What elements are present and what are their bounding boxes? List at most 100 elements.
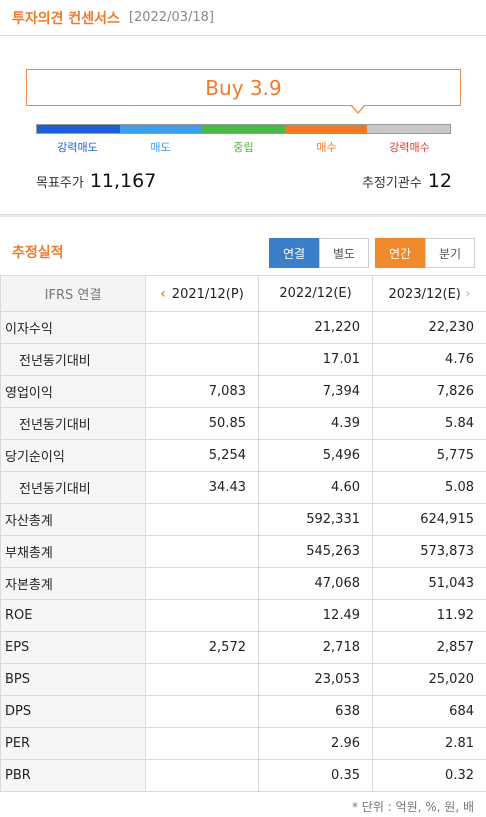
cell-value bbox=[145, 567, 259, 600]
table-row: 자산총계 592,331 624,915 bbox=[0, 503, 486, 536]
scale-seg-buy bbox=[284, 125, 368, 133]
cell-value: 47,068 bbox=[258, 567, 373, 600]
table-row: 당기순이익 5,254 5,496 5,775 bbox=[0, 439, 486, 472]
period-toggle: 연간 분기 bbox=[375, 238, 475, 268]
scale-seg-neutral bbox=[202, 125, 285, 133]
column-header-0: ‹ 2021/12(P) bbox=[145, 275, 259, 312]
toggle-annual[interactable]: 연간 bbox=[375, 238, 425, 268]
scope-toggle: 연결 별도 bbox=[269, 238, 369, 268]
table-row: BPS 23,053 25,020 bbox=[0, 663, 486, 696]
cell-value: 34.43 bbox=[145, 471, 259, 504]
cell-value: 5.84 bbox=[372, 407, 486, 440]
estimates-body: 이자수익 21,220 22,230 전년동기대비 17.01 4.76 영업이익 7,083… bbox=[0, 311, 486, 792]
row-label: 당기순이익 bbox=[0, 439, 146, 472]
cell-value: 573,873 bbox=[372, 535, 486, 568]
consensus-section-header: 투자의견 컨센서스 [2022/03/18] bbox=[0, 0, 486, 36]
toggle-quarterly[interactable]: 분기 bbox=[425, 238, 475, 268]
cell-value: 0.35 bbox=[258, 759, 373, 792]
row-label: BPS bbox=[0, 663, 146, 696]
estimates-header: 추정실적 연결 별도 연간 분기 bbox=[0, 217, 486, 275]
cell-value: 23,053 bbox=[258, 663, 373, 696]
column-header-2: 2023/12(E) › bbox=[372, 275, 486, 312]
cell-value: 7,826 bbox=[372, 375, 486, 408]
chevron-left-icon[interactable]: ‹ bbox=[160, 285, 166, 302]
rating-scale-bar bbox=[36, 124, 451, 134]
cell-value: 12.49 bbox=[258, 599, 373, 632]
cell-value bbox=[145, 695, 259, 728]
cell-value: 4.60 bbox=[258, 471, 373, 504]
table-row: 전년동기대비 34.43 4.60 5.08 bbox=[0, 471, 486, 504]
row-label: 이자수익 bbox=[0, 311, 146, 344]
cell-value: 5,496 bbox=[258, 439, 373, 472]
table-row: 전년동기대비 17.01 4.76 bbox=[0, 343, 486, 376]
estimates-table: IFRS 연결 ‹ 2021/12(P) 2022/12(E) 2023/12(E… bbox=[0, 275, 486, 792]
table-header-row: IFRS 연결 ‹ 2021/12(P) 2022/12(E) 2023/12(E… bbox=[0, 275, 486, 312]
table-row: ROE 12.49 11.92 bbox=[0, 599, 486, 632]
cell-value: 2.81 bbox=[372, 727, 486, 760]
cell-value: 684 bbox=[372, 695, 486, 728]
row-label: 부채총계 bbox=[0, 535, 146, 568]
rating-scale-labels: 강력매도 매도 중립 매수 강력매수 bbox=[36, 139, 451, 155]
chevron-right-icon[interactable]: › bbox=[464, 285, 471, 302]
cell-value: 50.85 bbox=[145, 407, 259, 440]
row-label: 영업이익 bbox=[0, 375, 146, 408]
cell-value bbox=[145, 343, 259, 376]
unit-note: * 단위 : 억원, %, 원, 배 bbox=[351, 800, 474, 814]
cell-value: 624,915 bbox=[372, 503, 486, 536]
cell-value: 11.92 bbox=[372, 599, 486, 632]
institution-count: 추정기관수 12 bbox=[362, 170, 452, 192]
institution-count-value: 12 bbox=[427, 170, 452, 192]
table-row: 전년동기대비 50.85 4.39 5.84 bbox=[0, 407, 486, 440]
column-label-0: 2021/12(P) bbox=[171, 286, 244, 302]
cell-value: 638 bbox=[258, 695, 373, 728]
consensus-panel: Buy 3.9 강력매도 매도 중립 매수 강력매수 목표주가 11,167 추… bbox=[0, 36, 486, 214]
cell-value: 5.08 bbox=[372, 471, 486, 504]
table-corner: IFRS 연결 bbox=[0, 275, 146, 312]
cell-value: 4.39 bbox=[258, 407, 373, 440]
rating-box: Buy 3.9 bbox=[26, 69, 461, 106]
rating-pointer-inner bbox=[352, 105, 364, 112]
scale-seg-strong-buy bbox=[367, 125, 450, 133]
section-divider bbox=[0, 214, 486, 217]
estimates-title: 추정실적 bbox=[12, 245, 64, 261]
row-label: DPS bbox=[0, 695, 146, 728]
table-row: 자본총계 47,068 51,043 bbox=[0, 567, 486, 600]
cell-value bbox=[145, 503, 259, 536]
table-row: 부채총계 545,263 573,873 bbox=[0, 535, 486, 568]
target-price: 목표주가 11,167 bbox=[36, 170, 156, 192]
consensus-date: [2022/03/18] bbox=[128, 10, 214, 25]
scale-label-sell: 매도 bbox=[150, 141, 171, 154]
scale-seg-sell bbox=[119, 125, 203, 133]
cell-value: 25,020 bbox=[372, 663, 486, 696]
column-label-2: 2023/12(E) bbox=[388, 286, 461, 302]
cell-value: 2,857 bbox=[372, 631, 486, 664]
cell-value: 2,718 bbox=[258, 631, 373, 664]
cell-value bbox=[145, 311, 259, 344]
cell-value: 2.96 bbox=[258, 727, 373, 760]
scale-label-neutral: 중립 bbox=[233, 141, 254, 154]
cell-value bbox=[145, 535, 259, 568]
cell-value: 5,775 bbox=[372, 439, 486, 472]
cell-value: 17.01 bbox=[258, 343, 373, 376]
target-row: 목표주가 11,167 추정기관수 12 bbox=[36, 170, 452, 192]
table-row: EPS 2,572 2,718 2,857 bbox=[0, 631, 486, 664]
cell-value: 5,254 bbox=[145, 439, 259, 472]
table-row: 이자수익 21,220 22,230 bbox=[0, 311, 486, 344]
cell-value bbox=[145, 759, 259, 792]
cell-value: 4.76 bbox=[372, 343, 486, 376]
row-label: EPS bbox=[0, 631, 146, 664]
toggle-separate[interactable]: 별도 bbox=[319, 238, 369, 268]
row-label: 자본총계 bbox=[0, 567, 146, 600]
cell-value bbox=[145, 663, 259, 696]
cell-value: 22,230 bbox=[372, 311, 486, 344]
cell-value: 0.32 bbox=[372, 759, 486, 792]
target-price-label: 목표주가 bbox=[36, 176, 84, 191]
toggle-consolidated[interactable]: 연결 bbox=[269, 238, 319, 268]
row-label: 전년동기대비 bbox=[0, 343, 146, 376]
column-header-1: 2022/12(E) bbox=[258, 275, 373, 312]
institution-count-label: 추정기관수 bbox=[362, 176, 422, 191]
scale-label-strong-buy: 강력매수 bbox=[389, 141, 430, 154]
cell-value: 51,043 bbox=[372, 567, 486, 600]
row-label: 전년동기대비 bbox=[0, 407, 146, 440]
table-row: 영업이익 7,083 7,394 7,826 bbox=[0, 375, 486, 408]
